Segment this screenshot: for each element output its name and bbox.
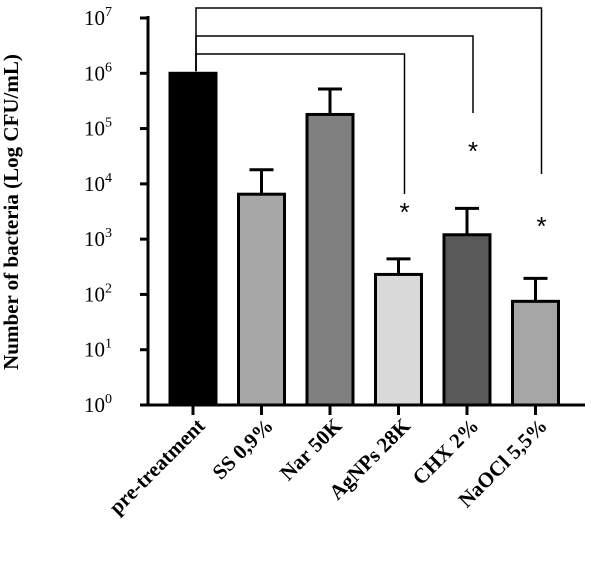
y-tick-label-0: 100 (84, 392, 112, 417)
y-axis-label: Number of bacteria (Log CFU/mL) (0, 54, 23, 370)
significance-marker-6: * (536, 211, 546, 241)
bar-1 (168, 71, 218, 407)
bar-2 (237, 192, 286, 407)
y-tick-label-1: 101 (84, 337, 112, 362)
error-bar-2 (249, 168, 274, 195)
y-tick-label-3: 103 (84, 226, 112, 251)
comparison-bracket-3 (195, 7, 543, 174)
y-tick-label-4: 104 (84, 171, 112, 196)
x-tick-label-2: SS 0,9% (207, 414, 278, 485)
comparison-bracket-2 (195, 35, 474, 113)
error-bar-4 (386, 257, 411, 275)
comparison-brackets (195, 7, 543, 194)
y-tick-label-5: 105 (84, 116, 112, 141)
error-bar-3 (318, 87, 342, 115)
bar-5 (442, 233, 492, 407)
bar-3 (305, 112, 355, 407)
error-bar-5 (455, 206, 479, 235)
axes (140, 16, 585, 415)
significance-marker-4: * (399, 197, 409, 227)
x-tick-label-1: pre-treatment (104, 414, 209, 519)
bars (168, 71, 560, 407)
bar-6 (511, 299, 560, 407)
y-tick-label-6: 106 (84, 60, 112, 85)
bar-4 (374, 272, 423, 407)
y-tick-label-7: 107 (84, 5, 112, 30)
error-bar-6 (523, 276, 548, 302)
significance-marker-5: * (468, 136, 478, 166)
comparison-bracket-1 (195, 53, 406, 194)
y-tick-label-2: 102 (84, 281, 112, 306)
